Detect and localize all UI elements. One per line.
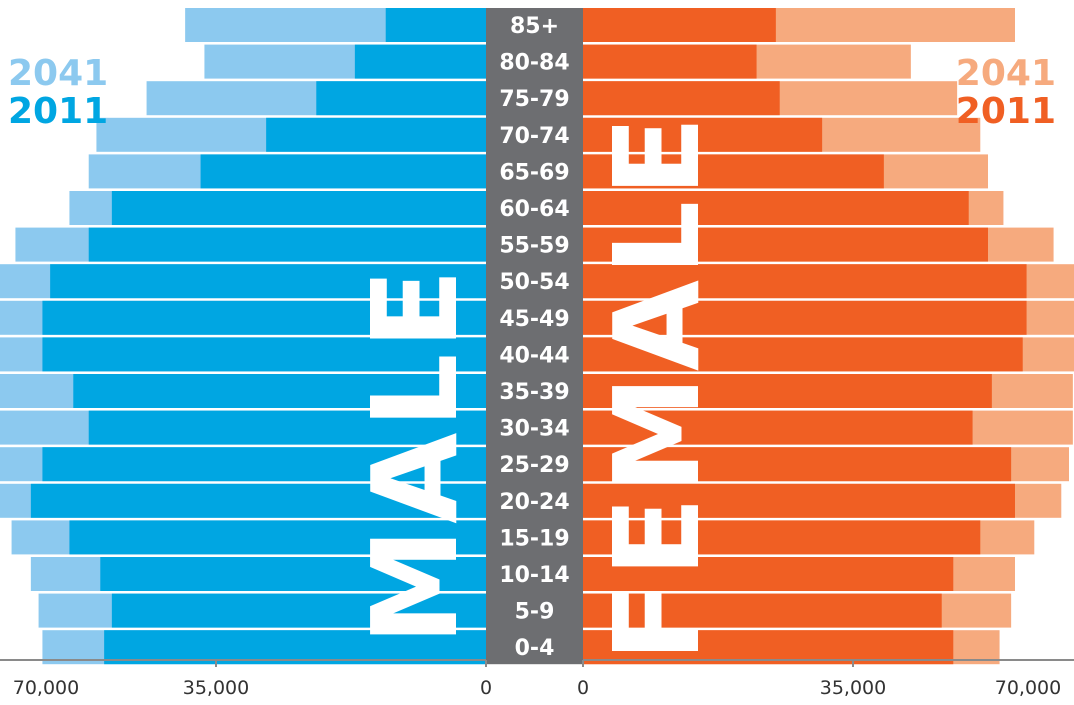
bar-female-2011-25-29 xyxy=(583,447,1012,482)
age-label-10-14: 10-14 xyxy=(499,563,569,588)
bar-male-2011-25-29 xyxy=(42,447,487,482)
bar-male-2011-20-24 xyxy=(30,483,486,518)
age-label-80-84: 80-84 xyxy=(499,51,569,76)
bar-male-2011-75-79 xyxy=(316,81,486,116)
bar-female-2011-10-14 xyxy=(583,557,954,591)
side-label-male: MALE xyxy=(346,265,484,646)
age-band xyxy=(486,8,583,665)
bar-female-2011-30-34 xyxy=(583,410,973,445)
age-label-30-34: 30-34 xyxy=(499,417,569,442)
bar-male-2011-55-59 xyxy=(88,227,486,262)
age-label-50-54: 50-54 xyxy=(499,270,569,295)
age-label-0-4: 0-4 xyxy=(515,636,555,661)
legend-right-2011: 2011 xyxy=(955,91,1056,132)
bar-female-2011-60-64 xyxy=(583,191,969,225)
bar-male-2011-35-39 xyxy=(73,374,487,408)
age-label-35-39: 35-39 xyxy=(499,380,569,405)
x-tick-label-left-1: 35,000 xyxy=(183,677,249,699)
age-label-5-9: 5-9 xyxy=(515,600,555,625)
bar-male-2011-30-34 xyxy=(88,410,486,445)
bar-male-2011-80-84 xyxy=(354,44,486,79)
x-tick-label-left-0: 70,000 xyxy=(13,677,79,699)
bar-male-2011-85plus xyxy=(385,8,486,42)
bar-female-2011-50-54 xyxy=(583,264,1027,299)
age-label-65-69: 65-69 xyxy=(499,160,569,185)
bar-female-2011-5-9 xyxy=(583,593,942,628)
bar-male-2011-10-14 xyxy=(100,557,487,591)
bar-female-2011-0-4 xyxy=(583,630,954,665)
age-label-60-64: 60-64 xyxy=(499,197,569,222)
legend-left-2011: 2011 xyxy=(8,91,109,132)
bar-female-2011-85plus xyxy=(583,8,776,42)
bar-female-2011-80-84 xyxy=(583,44,757,79)
bar-female-2011-65-69 xyxy=(583,154,884,189)
bar-male-2011-50-54 xyxy=(50,264,487,299)
age-label-40-44: 40-44 xyxy=(499,343,569,368)
bar-female-2011-75-79 xyxy=(583,81,780,116)
x-tick-label-right-2: 70,000 xyxy=(995,677,1061,699)
bar-male-2011-45-49 xyxy=(42,300,487,335)
x-tick-label-right-0: 0 xyxy=(577,677,589,699)
side-label-female: FEMALE xyxy=(588,112,726,662)
bar-female-2011-55-59 xyxy=(583,227,988,262)
bar-female-2011-40-44 xyxy=(583,337,1023,372)
age-label-25-29: 25-29 xyxy=(499,453,569,478)
bar-male-2011-70-74 xyxy=(266,117,486,152)
bar-female-2011-35-39 xyxy=(583,374,992,408)
bar-female-2011-70-74 xyxy=(583,117,823,152)
legend-right-2041: 2041 xyxy=(955,53,1056,94)
bar-male-2011-65-69 xyxy=(200,154,487,189)
age-label-20-24: 20-24 xyxy=(499,490,569,515)
age-label-75-79: 75-79 xyxy=(499,87,569,112)
bar-male-2011-0-4 xyxy=(104,630,487,665)
age-label-85plus: 85+ xyxy=(510,14,559,39)
age-label-70-74: 70-74 xyxy=(499,124,569,149)
bar-female-2011-15-19 xyxy=(583,520,981,555)
legend-left-2041: 2041 xyxy=(8,53,109,94)
bar-male-2011-40-44 xyxy=(42,337,487,372)
x-tick-label-right-1: 35,000 xyxy=(820,677,886,699)
age-label-45-49: 45-49 xyxy=(499,307,569,332)
age-label-55-59: 55-59 xyxy=(499,234,569,259)
bar-male-2011-60-64 xyxy=(111,191,486,225)
bar-male-2011-5-9 xyxy=(111,593,486,628)
x-tick-label-left-2: 0 xyxy=(480,677,492,699)
bar-male-2011-15-19 xyxy=(69,520,486,555)
bar-female-2011-20-24 xyxy=(583,483,1015,518)
age-label-15-19: 15-19 xyxy=(499,526,569,551)
bar-female-2011-45-49 xyxy=(583,300,1027,335)
